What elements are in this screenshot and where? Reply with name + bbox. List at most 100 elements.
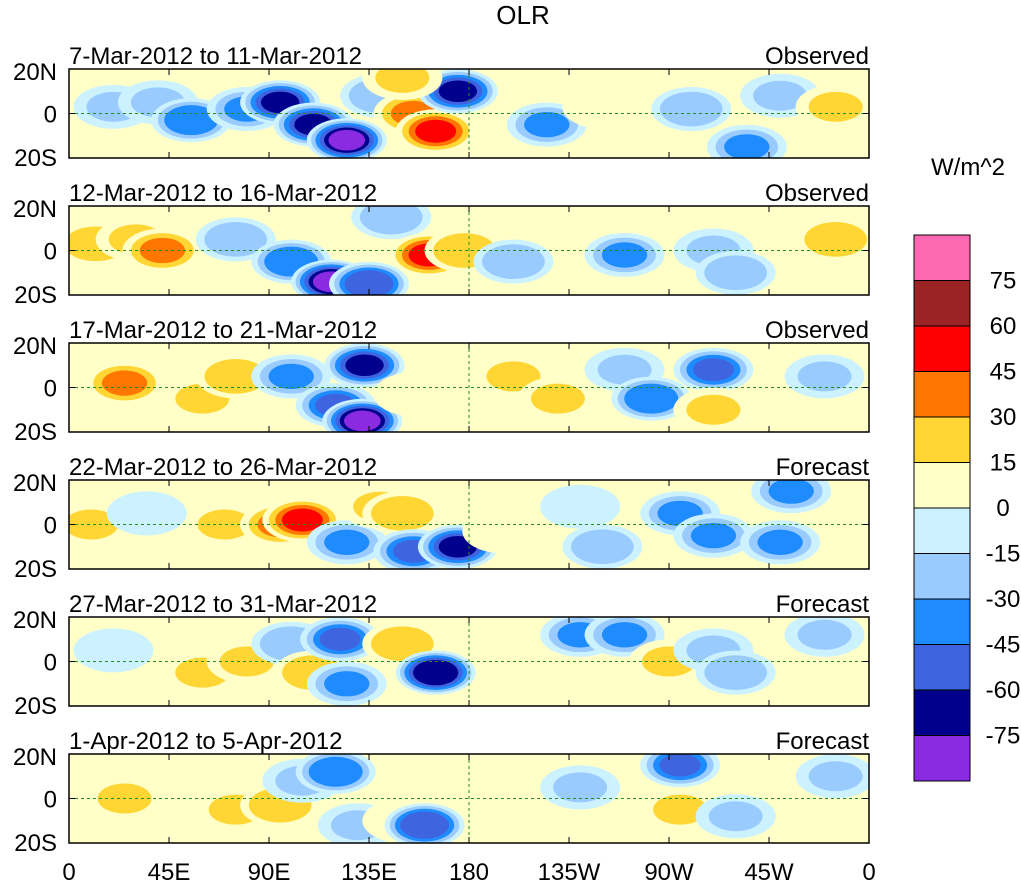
y-tick-label: 20N: [13, 196, 57, 223]
anomaly-blob: [692, 358, 734, 382]
x-tick-label: 0: [62, 859, 75, 886]
y-tick-label: 20N: [13, 333, 57, 360]
panel-6: 20N 0 20S 1-Apr-2012 to 5-Apr-2012 Forecast: [13, 728, 870, 857]
panel-frame: [68, 479, 870, 570]
anomaly-blob: [601, 242, 648, 268]
anomaly-blob: [553, 772, 608, 803]
anomaly-blob: [86, 635, 141, 666]
anomaly-blob: [813, 226, 859, 253]
colorbar-swatch: [913, 234, 971, 281]
anomaly-blob: [417, 662, 454, 683]
anomaly-blob: [659, 754, 701, 777]
panel-kind-label: Observed: [765, 43, 869, 70]
panel-period-label: 17-Mar-2012 to 21-Mar-2012: [69, 317, 377, 344]
panel-frame: [68, 342, 870, 433]
colorbar-label: 15: [990, 450, 1017, 477]
x-tick-label: 45W: [744, 859, 794, 886]
anomaly-blob: [690, 522, 737, 549]
anomaly-blob: [349, 273, 389, 295]
anomaly-blob: [345, 354, 384, 377]
anomaly-field: [73, 69, 869, 158]
colorbar-swatch: [913, 325, 971, 372]
anomaly-blob: [713, 659, 759, 686]
colorbar-label: 0: [996, 495, 1009, 522]
y-tick-label: 20S: [14, 145, 57, 172]
panel-2: 20N 0 20S 12-Mar-2012 to 16-Mar-2012 Observe…: [13, 180, 870, 309]
panel-frame: [68, 205, 870, 296]
anomaly-blob: [686, 394, 741, 425]
x-tick-label: 135W: [538, 859, 601, 886]
anomaly-blob: [170, 108, 212, 132]
anomaly-blob: [708, 801, 763, 832]
x-tick-label: 45E: [148, 859, 191, 886]
anomaly-blob: [213, 363, 259, 390]
anomaly-blob: [386, 379, 441, 410]
y-tick-label: 0: [44, 650, 57, 677]
colorbar-label: 60: [990, 313, 1017, 340]
panel-frame: [68, 616, 870, 707]
panel-kind-label: Observed: [765, 180, 869, 207]
colorbar-swatch: [913, 371, 971, 418]
colorbar-label: 45: [990, 359, 1017, 386]
colorbar-label: -45: [986, 632, 1021, 659]
y-tick-label: 0: [44, 513, 57, 540]
y-tick-label: 0: [44, 787, 57, 814]
anomaly-blob: [319, 627, 361, 651]
x-axis: 0 45E 90E 135E 180 135W 90W 45W 0: [62, 859, 875, 886]
anomaly-blob: [797, 619, 852, 650]
panel-period-label: 22-Mar-2012 to 26-Mar-2012: [69, 454, 377, 481]
anomaly-blob: [808, 761, 863, 792]
anomaly-blob: [524, 111, 570, 138]
anomaly-blob: [405, 814, 444, 836]
colorbar-swatch: [913, 644, 971, 691]
anomaly-field: [69, 480, 832, 569]
chart-title: OLR: [496, 0, 549, 30]
colorbar: 75 60 45 30 15 0 -15 -30 -45 -60 -75: [913, 234, 1021, 782]
anomaly-blob: [281, 508, 323, 532]
anomaly-blob: [724, 134, 770, 158]
anomaly-blob: [668, 96, 714, 122]
anomaly-blob: [344, 410, 381, 432]
panel-period-label: 7-Mar-2012 to 11-Mar-2012: [69, 43, 362, 70]
anomaly-blob: [375, 69, 430, 93]
y-tick-label: 20N: [13, 59, 57, 86]
colorbar-swatch: [913, 462, 971, 509]
anomaly-blob: [475, 516, 530, 547]
anomaly-blob: [486, 361, 541, 392]
anomaly-blob: [324, 529, 370, 555]
y-tick-label: 20S: [14, 282, 57, 309]
anomaly-blob: [653, 794, 708, 825]
panel-frame: [68, 753, 870, 844]
colorbar-label: -30: [986, 586, 1021, 613]
anomaly-blob: [119, 498, 174, 529]
y-tick-label: 0: [44, 376, 57, 403]
panel-period-label: 27-Mar-2012 to 31-Mar-2012: [69, 591, 377, 618]
anomaly-blob: [324, 671, 370, 697]
anomaly-blob: [597, 354, 652, 385]
x-tick-label: 180: [449, 859, 489, 886]
y-tick-label: 20S: [14, 419, 57, 446]
anomaly-blob: [575, 91, 630, 122]
colorbar-label: -60: [986, 677, 1021, 704]
y-tick-label: 20N: [13, 470, 57, 497]
y-tick-label: 20S: [14, 556, 57, 583]
colorbar-swatch: [913, 553, 971, 600]
anomaly-blob: [315, 760, 357, 784]
anomaly-blob: [415, 119, 457, 143]
anomaly-blob: [438, 80, 478, 103]
colorbar-label: -75: [986, 723, 1021, 750]
panel-kind-label: Forecast: [776, 591, 870, 618]
anomaly-blob: [713, 260, 759, 286]
panel-kind-label: Observed: [765, 317, 869, 344]
anomaly-blob: [197, 509, 252, 540]
x-tick-label: 0: [862, 859, 875, 886]
anomaly-blob: [579, 534, 625, 560]
anomaly-blob: [328, 129, 366, 151]
colorbar-swatch: [913, 416, 971, 463]
anomaly-blob: [268, 363, 314, 390]
colorbar-label: 75: [990, 268, 1017, 295]
panels: 20N 0 20S 7-Mar-2012 to 11-Mar-2012 Observed…: [13, 43, 870, 857]
colorbar-label: 30: [990, 404, 1017, 431]
anomaly-blob: [101, 370, 148, 396]
